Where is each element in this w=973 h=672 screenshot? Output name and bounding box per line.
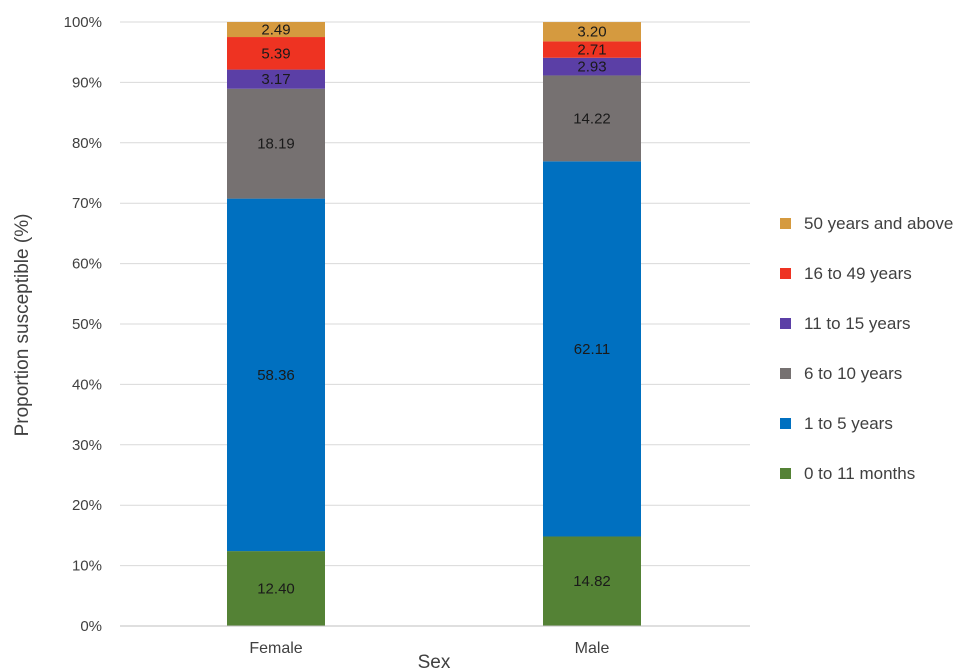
bar-segment: [543, 22, 641, 42]
bar-segment: [227, 22, 325, 38]
data-label: 2.49: [261, 22, 290, 39]
legend-swatch: [780, 318, 791, 329]
bar-segment: [543, 75, 641, 162]
data-label: 62.11: [574, 341, 610, 358]
y-tick-label: 0%: [80, 618, 102, 635]
bar-segment: [543, 161, 641, 537]
bar-segment: [227, 69, 325, 89]
y-tick-label: 40%: [72, 376, 102, 393]
legend-label: 1 to 5 years: [804, 414, 893, 433]
bar-segment: [227, 88, 325, 199]
bar-segment: [227, 198, 325, 552]
data-label: 2.71: [577, 42, 606, 59]
data-label: 58.36: [257, 367, 295, 384]
data-label: 3.20: [577, 24, 606, 41]
bar-segment: [227, 551, 325, 626]
legend-swatch: [780, 368, 791, 379]
x-axis-ticks: Female Male: [249, 640, 609, 657]
y-tick-label: 30%: [72, 437, 102, 454]
data-label: 18.19: [257, 136, 295, 153]
data-label: 3.17: [261, 71, 290, 88]
data-label: 14.82: [573, 573, 611, 590]
legend-label: 6 to 10 years: [804, 364, 902, 383]
y-tick-label: 70%: [72, 195, 102, 212]
legend-label: 0 to 11 months: [804, 464, 915, 483]
x-axis-title: Sex: [418, 652, 451, 672]
bars: [227, 22, 641, 626]
data-label: 2.93: [577, 59, 606, 76]
legend-swatch: [780, 218, 791, 229]
legend: 50 years and above 16 to 49 years 11 to 15…: [780, 214, 953, 483]
y-tick-label: 20%: [72, 497, 102, 514]
legend-label: 11 to 15 years: [804, 314, 910, 333]
x-tick-label: Male: [575, 640, 610, 657]
legend-swatch: [780, 268, 791, 279]
y-tick-label: 80%: [72, 135, 102, 152]
data-label: 5.39: [261, 45, 290, 62]
data-labels: 12.40 58.36 18.19 3.17 5.39 2.49 14.82 62.11 14.…: [257, 22, 611, 598]
y-tick-label: 100%: [64, 14, 102, 31]
gridlines: [120, 21, 750, 567]
bar-segment: [227, 37, 325, 70]
y-axis-ticks: 0% 10% 20% 30% 40% 50% 60% 70% 80% 90% 100%: [64, 14, 102, 635]
x-tick-label: Female: [249, 640, 302, 657]
y-tick-label: 10%: [72, 558, 102, 575]
y-tick-label: 90%: [72, 74, 102, 91]
data-label: 12.40: [257, 581, 295, 598]
legend-label: 16 to 49 years: [804, 264, 912, 283]
legend-swatch: [780, 468, 791, 479]
legend-swatch: [780, 418, 791, 429]
y-axis-title: Proportion susceptible (%): [12, 214, 33, 437]
y-tick-label: 50%: [72, 316, 102, 333]
legend-label: 50 years and above: [804, 214, 953, 233]
bar-segment: [543, 41, 641, 58]
bar-segment: [543, 57, 641, 76]
data-label: 14.22: [573, 110, 611, 127]
bar-segment: [543, 536, 641, 626]
y-tick-label: 60%: [72, 256, 102, 273]
